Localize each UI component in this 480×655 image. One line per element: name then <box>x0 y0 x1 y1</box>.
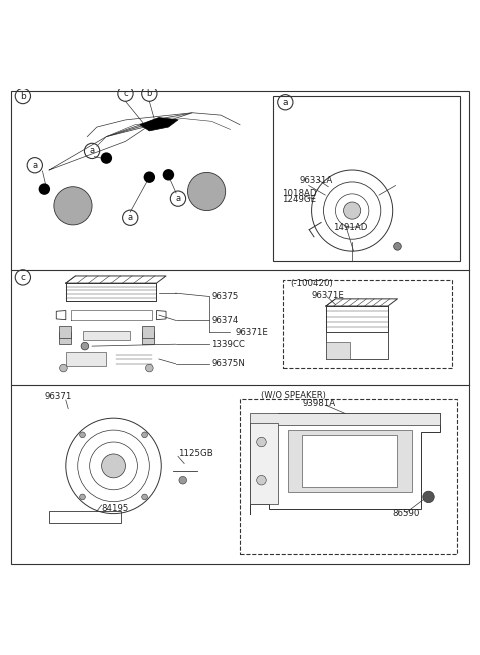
Circle shape <box>188 172 226 210</box>
Circle shape <box>144 172 155 183</box>
Polygon shape <box>142 326 154 338</box>
Circle shape <box>163 169 174 181</box>
Polygon shape <box>302 435 397 487</box>
Bar <box>283 280 452 368</box>
Circle shape <box>423 491 434 502</box>
Text: 96375N: 96375N <box>211 360 245 368</box>
Circle shape <box>60 364 67 372</box>
Text: b: b <box>20 92 26 101</box>
Circle shape <box>179 476 187 484</box>
Text: a: a <box>283 98 288 107</box>
Polygon shape <box>250 413 441 514</box>
Polygon shape <box>39 404 192 523</box>
Circle shape <box>142 432 147 438</box>
Polygon shape <box>66 307 156 323</box>
Text: 96371E: 96371E <box>312 291 345 300</box>
Polygon shape <box>30 113 264 217</box>
Circle shape <box>81 343 89 350</box>
Polygon shape <box>326 299 397 306</box>
Text: 1249GE: 1249GE <box>282 195 316 204</box>
Polygon shape <box>326 342 350 358</box>
Text: c: c <box>123 89 128 98</box>
Text: 93981A: 93981A <box>302 400 335 408</box>
Polygon shape <box>250 423 278 504</box>
Circle shape <box>102 454 125 478</box>
Text: a: a <box>128 214 133 222</box>
Text: (W/O SPEAKER): (W/O SPEAKER) <box>262 391 326 400</box>
Text: 86590: 86590 <box>393 509 420 518</box>
Circle shape <box>394 242 401 250</box>
Polygon shape <box>140 117 178 131</box>
Circle shape <box>80 432 85 438</box>
Bar <box>240 399 457 554</box>
Polygon shape <box>142 332 154 345</box>
Polygon shape <box>66 276 166 283</box>
Text: 1491AD: 1491AD <box>333 223 367 232</box>
Polygon shape <box>49 512 120 523</box>
Polygon shape <box>250 413 441 425</box>
Text: 96371E: 96371E <box>235 328 268 337</box>
Text: b: b <box>147 89 152 98</box>
Text: a: a <box>175 194 180 203</box>
Polygon shape <box>56 350 156 368</box>
Text: a: a <box>32 160 37 170</box>
Circle shape <box>54 187 92 225</box>
Circle shape <box>145 364 153 372</box>
Circle shape <box>257 438 266 447</box>
FancyBboxPatch shape <box>274 96 459 261</box>
FancyBboxPatch shape <box>11 91 469 564</box>
Circle shape <box>80 494 85 500</box>
Polygon shape <box>59 326 154 345</box>
Circle shape <box>38 183 50 195</box>
Circle shape <box>257 476 266 485</box>
Text: 1018AD: 1018AD <box>282 189 316 198</box>
Circle shape <box>101 153 112 164</box>
Text: 96374: 96374 <box>211 316 239 325</box>
Polygon shape <box>56 310 66 320</box>
Polygon shape <box>156 310 166 320</box>
Polygon shape <box>66 352 107 365</box>
Polygon shape <box>288 430 412 492</box>
Polygon shape <box>83 331 130 340</box>
Text: a: a <box>89 147 95 155</box>
Text: 96331A: 96331A <box>300 176 333 185</box>
Polygon shape <box>326 332 388 358</box>
Polygon shape <box>66 283 156 301</box>
Text: 1125GB: 1125GB <box>178 449 213 458</box>
Circle shape <box>344 202 361 219</box>
Polygon shape <box>59 332 71 345</box>
Polygon shape <box>59 326 71 338</box>
Text: c: c <box>20 273 25 282</box>
Polygon shape <box>107 113 192 137</box>
Circle shape <box>142 494 147 500</box>
Text: 1339CC: 1339CC <box>211 340 245 348</box>
Text: 96371: 96371 <box>44 392 72 402</box>
Text: (-100420): (-100420) <box>290 279 333 288</box>
Text: 84195: 84195 <box>102 504 129 514</box>
Polygon shape <box>326 306 388 332</box>
Text: 96375: 96375 <box>211 292 239 301</box>
